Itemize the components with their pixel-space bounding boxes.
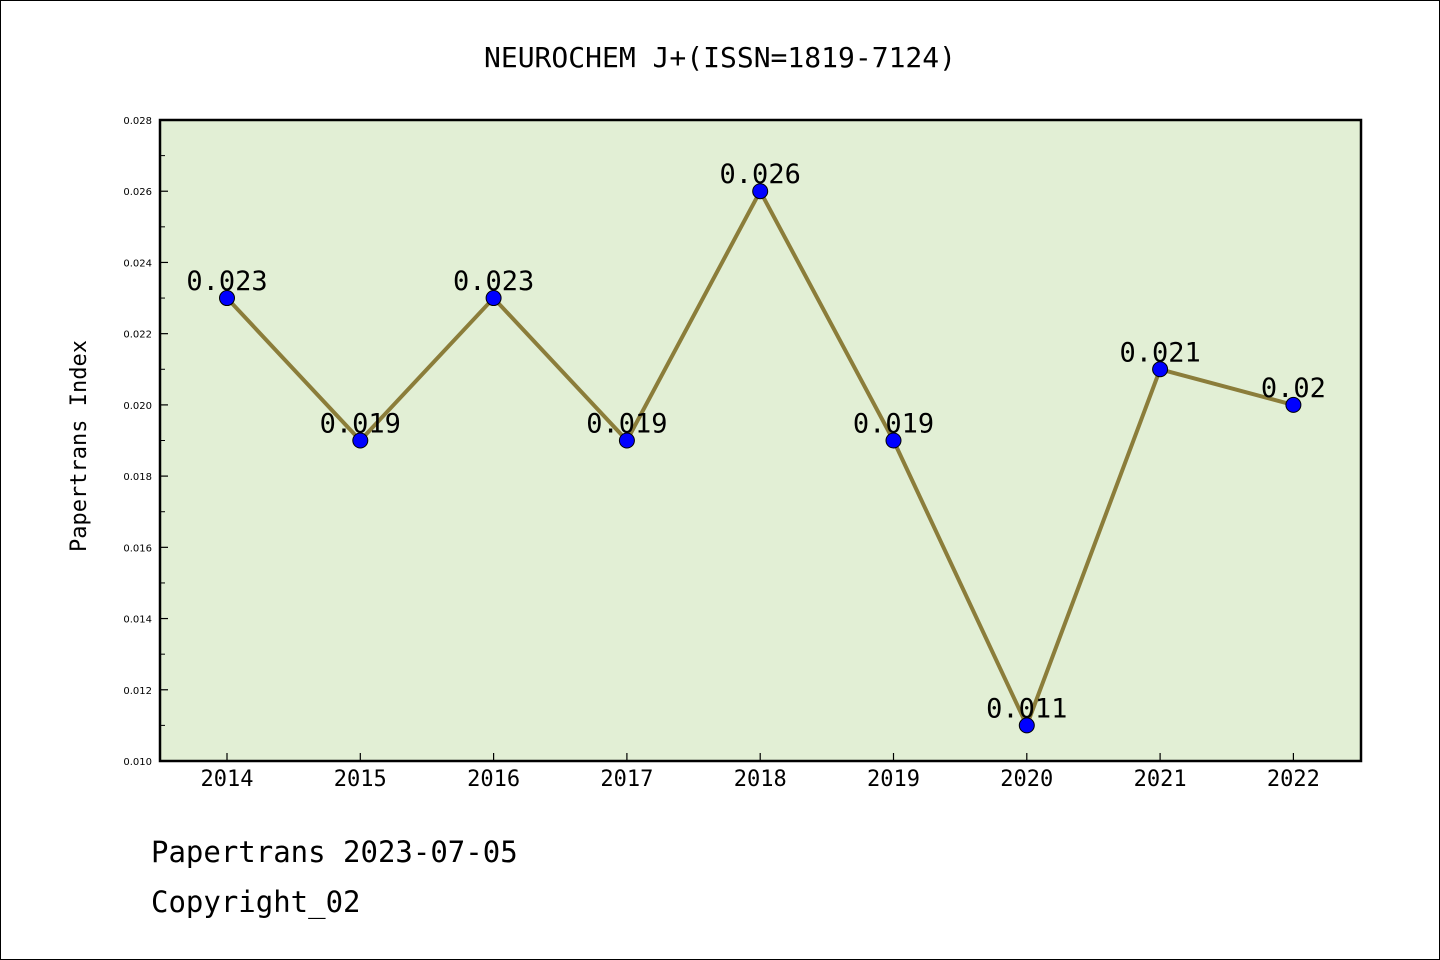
x-tick-label: 2016 — [467, 767, 520, 792]
data-label: 0.019 — [320, 409, 401, 440]
data-label: 0.019 — [586, 409, 667, 440]
y-tick-label: 0.010 — [123, 757, 152, 768]
data-point — [885, 432, 902, 449]
data-label: 0.021 — [1119, 337, 1200, 368]
y-tick-label: 0.014 — [123, 615, 152, 626]
data-label: 0.019 — [853, 409, 934, 440]
x-tick-label: 2022 — [1267, 767, 1320, 792]
y-tick-label: 0.022 — [123, 330, 152, 341]
y-tick-label: 0.020 — [123, 401, 152, 412]
y-tick-label: 0.012 — [123, 686, 152, 697]
y-tick-label: 0.026 — [123, 187, 152, 198]
data-label: 0.011 — [986, 693, 1067, 724]
y-tick-label: 0.024 — [123, 258, 152, 269]
data-label: 0.02 — [1261, 373, 1326, 404]
plot-area — [160, 120, 1361, 761]
footer-date: Papertrans 2023-07-05 — [151, 835, 518, 869]
data-label: 0.023 — [453, 266, 534, 297]
data-label: 0.026 — [720, 159, 801, 190]
x-tick-label: 2015 — [334, 767, 387, 792]
y-axis-label: Papertrans Index — [67, 340, 92, 552]
x-tick-label: 2020 — [1000, 767, 1053, 792]
x-tick-label: 2014 — [201, 767, 254, 792]
data-point — [618, 432, 635, 449]
x-tick-label: 2021 — [1134, 767, 1187, 792]
data-point — [485, 290, 502, 307]
x-tick-label: 2018 — [734, 767, 787, 792]
y-tick-label: 0.018 — [123, 472, 152, 483]
x-tick-label: 2017 — [600, 767, 653, 792]
data-point — [752, 183, 769, 200]
data-point — [352, 432, 369, 449]
data-point — [1152, 361, 1169, 378]
footer-copyright: Copyright_02 — [151, 885, 361, 919]
data-point — [219, 290, 235, 307]
x-tick-label: 2019 — [867, 767, 920, 792]
plot-border — [158, 118, 1363, 763]
data-point — [1285, 396, 1302, 413]
data-label: 0.023 — [186, 266, 267, 297]
y-tick-label: 0.016 — [123, 543, 152, 554]
data-point — [1018, 717, 1035, 734]
y-tick-label: 0.028 — [123, 116, 152, 127]
chart-title: NEUROCHEM J+(ISSN=1819-7124) — [484, 41, 956, 74]
